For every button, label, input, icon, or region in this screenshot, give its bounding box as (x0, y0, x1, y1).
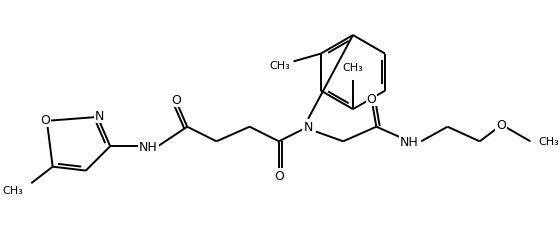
Text: CH₃: CH₃ (538, 137, 559, 147)
Text: O: O (171, 94, 181, 106)
Text: O: O (40, 114, 50, 127)
Text: NH: NH (400, 135, 419, 148)
Text: N: N (95, 110, 104, 123)
Text: O: O (367, 93, 376, 106)
Text: O: O (274, 169, 284, 182)
Text: N: N (304, 121, 313, 134)
Text: O: O (496, 119, 506, 132)
Text: CH₃: CH₃ (3, 185, 24, 195)
Text: CH₃: CH₃ (343, 63, 363, 73)
Text: CH₃: CH₃ (269, 61, 290, 71)
Text: NH: NH (139, 140, 157, 153)
